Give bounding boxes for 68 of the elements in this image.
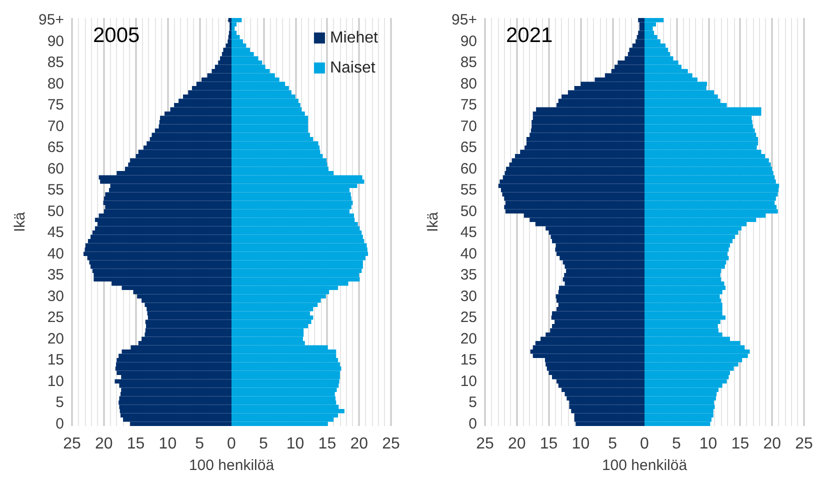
x-tick-label: 10	[286, 436, 304, 452]
x-axis-title: 100 henkilöä	[188, 457, 275, 474]
y-tick-label: 0	[56, 415, 64, 432]
x-tick-label: 25	[382, 436, 400, 452]
y-tick-label: 40	[47, 245, 64, 262]
y-tick-label: 95+	[38, 12, 64, 29]
y-tick-label: 45	[47, 224, 64, 242]
y-tick-label: 10	[47, 372, 64, 390]
y-tick-label: 70	[47, 118, 64, 135]
chart-title: 2005	[93, 24, 140, 47]
x-tick-label: 20	[350, 436, 368, 452]
y-tick-label: 55	[47, 182, 64, 199]
y-axis-title: Ikä	[424, 211, 442, 232]
y-tick-label: 0	[468, 415, 477, 432]
y-tick-label: 60	[47, 160, 64, 178]
y-tick-label: 10	[460, 372, 477, 390]
x-tick-label: 10	[572, 436, 590, 452]
y-tick-label: 90	[47, 32, 64, 50]
x-tick-label: 5	[608, 436, 618, 452]
y-tick-label: 50	[460, 202, 477, 220]
y-tick-label: 5	[56, 394, 64, 412]
y-tick-label: 55	[460, 182, 477, 199]
x-tick-label: 20	[508, 436, 526, 452]
y-tick-label: 75	[47, 96, 64, 114]
x-tick-label: 20	[95, 436, 113, 452]
y-tick-label: 85	[460, 54, 477, 72]
x-tick-label: 5	[672, 436, 681, 452]
x-tick-label: 0	[640, 436, 650, 452]
x-tick-label: 15	[731, 436, 750, 452]
x-tick-label: 0	[227, 436, 236, 452]
y-tick-label: 65	[460, 139, 477, 156]
legend-label: Naiset	[330, 60, 376, 76]
y-tick-label: 60	[460, 160, 477, 178]
y-tick-label: 35	[47, 266, 64, 284]
x-tick-label: 15	[126, 436, 145, 452]
y-tick-label: 35	[460, 266, 477, 284]
y-tick-label: 30	[47, 288, 64, 305]
x-tick-label: 10	[158, 436, 177, 452]
y-tick-label: 15	[460, 352, 477, 369]
x-axis-title: 100 henkilöä	[602, 457, 688, 474]
y-tick-label: 25	[47, 309, 64, 326]
y-tick-label: 5	[468, 394, 477, 412]
x-tick-label: 15	[540, 436, 558, 452]
x-tick-label: 10	[699, 436, 718, 452]
x-tick-label: 20	[763, 436, 782, 452]
y-tick-label: 50	[47, 202, 64, 220]
y-tick-label: 20	[47, 330, 64, 348]
y-tick-label: 80	[47, 75, 64, 92]
y-tick-label: 90	[460, 32, 477, 50]
y-tick-label: 95+	[452, 12, 478, 29]
y-tick-label: 80	[460, 75, 477, 92]
y-tick-label: 25	[460, 309, 477, 326]
y-tick-label: 65	[47, 139, 64, 156]
y-axis-title: Ikä	[12, 211, 29, 232]
y-tick-label: 15	[47, 352, 64, 369]
y-tick-label: 75	[460, 96, 477, 114]
x-tick-label: 5	[195, 436, 204, 452]
x-tick-label: 5	[258, 436, 268, 452]
y-tick-label: 85	[47, 54, 64, 72]
y-tick-label: 45	[460, 224, 477, 242]
chart-title: 2021	[506, 24, 553, 47]
x-tick-label: 15	[318, 436, 336, 452]
x-tick-label: 25	[795, 436, 813, 452]
y-tick-label: 30	[460, 288, 477, 305]
y-tick-label: 40	[460, 245, 477, 262]
legend-label: Miehet	[330, 30, 379, 46]
y-tick-label: 70	[460, 118, 477, 135]
y-tick-label: 20	[460, 330, 477, 348]
